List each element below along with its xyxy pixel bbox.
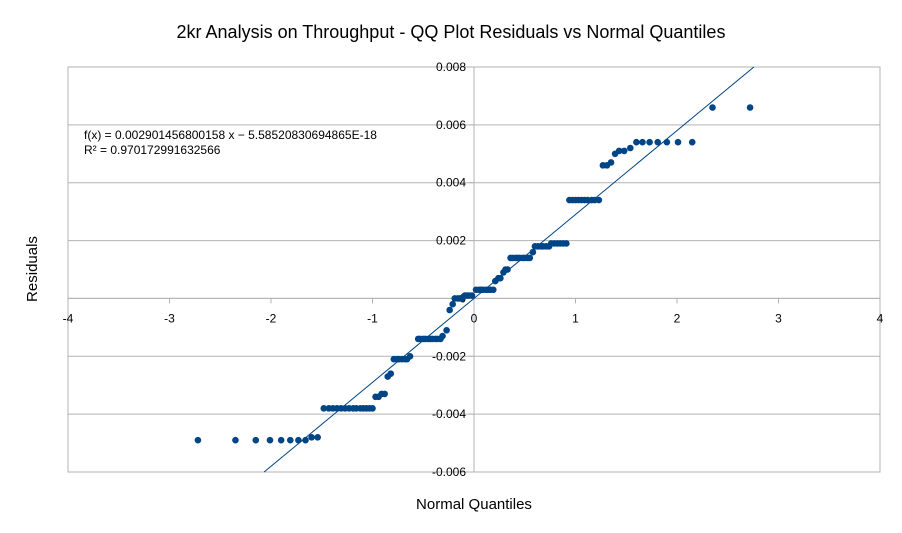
data-point-117 — [674, 138, 682, 146]
x-tick-label-3: -1 — [367, 311, 378, 325]
data-point-119 — [709, 104, 716, 111]
data-point-111 — [627, 144, 634, 152]
data-point-66 — [489, 286, 497, 294]
data-point-3 — [266, 436, 274, 444]
y-tick-label-4: 0.002 — [436, 234, 466, 248]
trendline-equation: f(x) = 0.002901456800158 x − 5.585208306… — [84, 128, 377, 142]
data-point-116 — [663, 138, 671, 146]
x-tick-label-1: -3 — [164, 311, 175, 325]
data-point-27 — [381, 390, 388, 398]
data-point-4 — [277, 436, 285, 444]
data-point-10 — [320, 405, 328, 412]
x-tick-label-8: 4 — [877, 311, 884, 325]
data-point-58 — [468, 292, 476, 299]
data-point-115 — [654, 138, 662, 146]
data-points — [194, 104, 754, 444]
y-tick-label-5: 0.004 — [436, 176, 466, 190]
data-point-9 — [314, 433, 321, 441]
x-tick-label-7: 3 — [775, 311, 782, 325]
data-point-112 — [633, 138, 640, 146]
data-point-110 — [620, 147, 628, 155]
data-point-2 — [252, 436, 260, 444]
data-point-36 — [406, 352, 414, 360]
trendline — [263, 66, 755, 473]
data-point-0 — [194, 436, 202, 444]
y-tick-label-6: 0.006 — [436, 118, 466, 132]
data-point-23 — [369, 405, 376, 412]
chart-title: 2kr Analysis on Throughput - QQ Plot Res… — [177, 22, 726, 42]
data-point-113 — [639, 138, 646, 146]
data-point-69 — [497, 274, 504, 282]
tick-labels: -4-3-2-101234-0.006-0.004-0.00200.0020.0… — [63, 60, 884, 479]
data-point-109 — [615, 147, 623, 155]
y-axis-label: Residuals — [24, 236, 41, 302]
data-point-1 — [232, 436, 239, 444]
data-point-48 — [443, 326, 450, 334]
data-point-50 — [449, 300, 456, 308]
data-point-120 — [746, 104, 754, 111]
y-tick-label-0: -0.006 — [432, 465, 466, 479]
data-point-81 — [526, 254, 534, 262]
data-point-114 — [646, 138, 653, 146]
data-point-107 — [607, 159, 615, 166]
x-tick-label-6: 2 — [674, 311, 681, 325]
data-point-29 — [387, 370, 395, 377]
data-point-6 — [295, 436, 302, 444]
y-tick-label-7: 0.008 — [436, 60, 466, 74]
y-tick-label-2: -0.002 — [432, 349, 466, 363]
x-tick-label-5: 1 — [572, 311, 579, 325]
data-point-47 — [439, 332, 446, 340]
data-point-118 — [688, 138, 696, 146]
y-tick-label-1: -0.004 — [432, 407, 466, 421]
x-axis-label: Normal Quantiles — [416, 496, 532, 513]
x-tick-label-4: 0 — [471, 311, 478, 325]
data-point-49 — [446, 306, 453, 314]
data-point-94 — [563, 240, 570, 247]
data-point-104 — [595, 196, 603, 204]
data-point-72 — [504, 266, 511, 273]
data-point-5 — [286, 436, 294, 444]
trendline-group — [263, 66, 755, 473]
x-tick-label-2: -2 — [266, 311, 277, 325]
trendline-r-squared: R² = 0.970172991632566 — [84, 143, 221, 157]
x-tick-label-0: -4 — [63, 311, 74, 325]
data-point-8 — [308, 433, 315, 441]
